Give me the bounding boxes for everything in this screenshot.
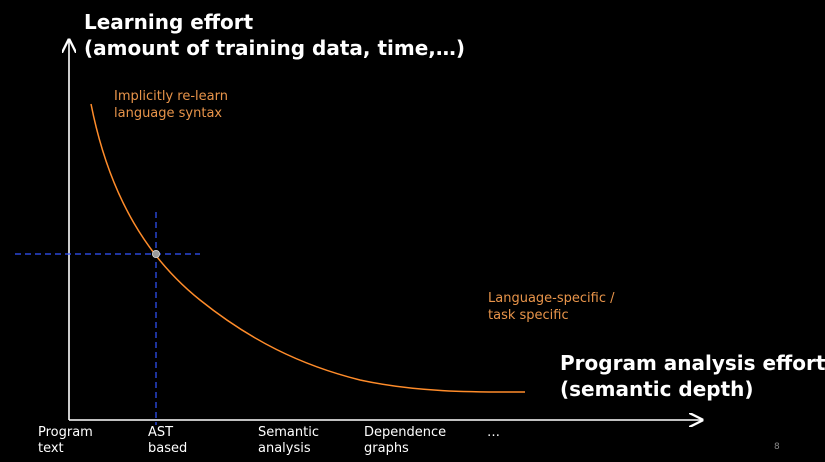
x-tick-semantic-analysis: Semantic analysis [258, 425, 319, 457]
annotation-language-specific: Language-specific / task specific [488, 290, 614, 324]
x-tick-label-line-2: based [148, 441, 188, 456]
x-tick-label-line-1: Program [38, 425, 93, 440]
annotation-bottom-line-1: Language-specific / [488, 291, 615, 306]
x-tick-label-line-2: text [38, 441, 64, 456]
x-axis-title-line-1: Program analysis effort [560, 351, 825, 375]
page-number: 8 [774, 442, 780, 452]
x-tick-label-line-1: AST [148, 425, 174, 440]
x-tick-ellipsis: … [487, 425, 500, 441]
x-tick-label-line-2: analysis [258, 441, 311, 456]
x-axis-title: Program analysis effort (semantic depth) [560, 350, 825, 402]
annotation-bottom-line-2: task specific [488, 308, 569, 323]
effort-curve [90, 103, 526, 393]
ast-marker-point [151, 249, 160, 258]
y-axis-title-line-2: (amount of training data, time,…) [84, 36, 465, 60]
y-axis-title-line-1: Learning effort [84, 10, 254, 34]
annotation-top-line-2: language syntax [114, 106, 223, 121]
annotation-top-line-1: Implicitly re-learn [114, 89, 228, 104]
x-tick-ast-based: AST based [148, 425, 187, 457]
x-tick-label-line-1: Semantic [258, 425, 319, 440]
x-tick-dependence-graphs: Dependence graphs [364, 425, 446, 457]
x-axis-title-line-2: (semantic depth) [560, 377, 754, 401]
x-tick-label-line-1: Dependence [364, 425, 447, 440]
x-tick-label-line-2: graphs [364, 441, 409, 456]
x-tick-label-line-1: … [487, 425, 500, 440]
y-axis-title: Learning effort (amount of training data… [84, 9, 465, 61]
annotation-implicit-syntax: Implicitly re-learn language syntax [114, 88, 228, 122]
x-tick-program-text: Program text [38, 425, 93, 457]
